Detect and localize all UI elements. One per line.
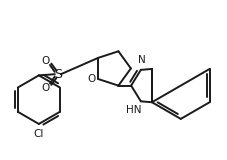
Text: N: N (138, 55, 145, 65)
Text: S: S (54, 68, 62, 81)
Text: O: O (42, 56, 50, 66)
Text: O: O (42, 83, 50, 93)
Text: O: O (87, 74, 95, 84)
Text: HN: HN (126, 105, 141, 116)
Text: Cl: Cl (34, 129, 44, 139)
